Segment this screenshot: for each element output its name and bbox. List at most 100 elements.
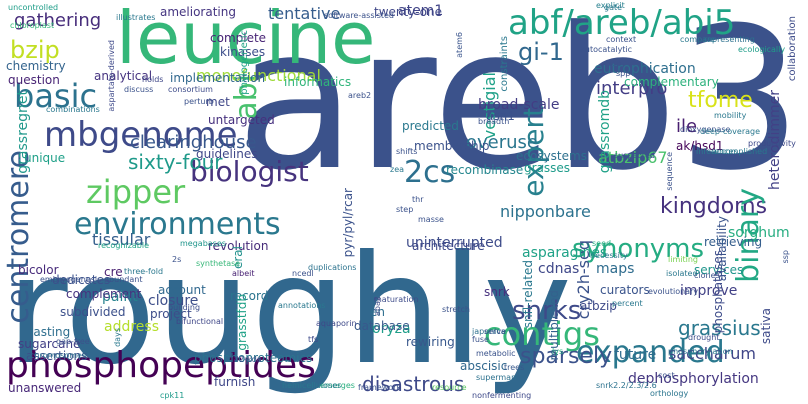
word: nipponbare bbox=[500, 202, 591, 221]
word: perturb bbox=[184, 97, 214, 106]
word: 2s bbox=[172, 255, 182, 264]
word: seed bbox=[592, 239, 612, 248]
word: cost bbox=[658, 371, 675, 380]
word: disastrous bbox=[362, 372, 465, 396]
word: saccharum bbox=[668, 344, 756, 363]
word: clearinghouse bbox=[130, 132, 257, 153]
word: uninterrupted bbox=[406, 235, 503, 251]
word: snrk2.2/2.3/2.6 bbox=[596, 381, 657, 390]
word: analytical bbox=[94, 69, 153, 83]
word: grassromdb bbox=[597, 90, 613, 174]
word: eutrophication bbox=[594, 61, 696, 77]
word: leucine bbox=[116, 0, 376, 80]
word: annotations bbox=[278, 301, 326, 310]
word: representing bbox=[704, 35, 755, 44]
word: mobility bbox=[714, 111, 747, 120]
word: ile bbox=[676, 116, 698, 137]
word: implementation bbox=[170, 71, 266, 85]
word: fuse bbox=[472, 335, 489, 344]
word: atem1 bbox=[398, 3, 444, 19]
word: chemistry bbox=[6, 59, 66, 73]
word: abf/areb/abi5 bbox=[508, 3, 736, 43]
word: pyr/pyl/rcar bbox=[341, 188, 355, 258]
word: improve bbox=[680, 283, 738, 299]
word: phosphatases bbox=[711, 250, 725, 334]
word: necessity bbox=[590, 251, 628, 260]
word: shifts bbox=[396, 147, 418, 156]
word: deep-coverage bbox=[700, 127, 761, 136]
word: japonica bbox=[472, 327, 506, 336]
word: tentative bbox=[268, 4, 341, 23]
word: uncontrolled bbox=[8, 3, 59, 12]
word: furnish bbox=[214, 375, 256, 389]
word: tfome bbox=[688, 88, 753, 113]
word: asn1 bbox=[486, 109, 515, 123]
word: gap-free bbox=[56, 337, 90, 346]
word: basic bbox=[14, 77, 98, 115]
word: asparagines bbox=[522, 245, 608, 261]
word: paint bbox=[102, 289, 138, 305]
word: sugarcane bbox=[18, 337, 81, 351]
word: kingdoms bbox=[660, 194, 768, 219]
word: bzip bbox=[10, 36, 60, 64]
word: biologist bbox=[190, 155, 309, 188]
word: membership bbox=[414, 139, 490, 153]
word: holds bbox=[142, 75, 164, 84]
word: suspected bbox=[614, 151, 655, 160]
word: emerges bbox=[320, 381, 355, 390]
word: 42-kda bbox=[234, 355, 262, 364]
word: environments bbox=[74, 207, 281, 242]
word: atbzip bbox=[580, 299, 617, 313]
word: phylogenetic bbox=[239, 30, 250, 95]
word: three-fold bbox=[124, 267, 164, 276]
word: tissular bbox=[92, 230, 151, 249]
word: snfl-related bbox=[521, 260, 535, 329]
word: megabases bbox=[180, 239, 226, 248]
word: nonfermenting bbox=[472, 391, 532, 400]
word: building bbox=[168, 303, 201, 312]
word: phosphoproteomics bbox=[194, 351, 313, 365]
word: discuss bbox=[124, 85, 154, 94]
word: step bbox=[396, 205, 414, 214]
word: percent bbox=[612, 299, 643, 308]
word: maturation bbox=[374, 295, 419, 304]
word: illustrates bbox=[116, 13, 156, 22]
word: drought bbox=[688, 333, 720, 342]
word: days bbox=[113, 328, 122, 347]
word: ncedl bbox=[292, 269, 314, 278]
word: architecture bbox=[412, 239, 485, 253]
word: snrk bbox=[484, 285, 510, 299]
word: limiting bbox=[668, 255, 698, 264]
word: twenty-one bbox=[374, 5, 442, 19]
word: future bbox=[614, 347, 657, 363]
word: synonyms bbox=[572, 234, 705, 264]
word: roughly bbox=[6, 224, 572, 398]
word: oryza bbox=[372, 321, 411, 337]
word: dedicates bbox=[52, 273, 111, 287]
word: ecologically bbox=[738, 45, 786, 54]
word: dephosphorylation bbox=[628, 371, 759, 387]
word: untargeted bbox=[208, 113, 275, 127]
word: monofunctional bbox=[196, 66, 321, 85]
word: inferences bbox=[696, 147, 738, 156]
word: resource bbox=[432, 383, 467, 392]
word: compare bbox=[680, 35, 716, 44]
word: context bbox=[606, 35, 637, 44]
word: accomplished bbox=[712, 147, 768, 156]
word: guidelines bbox=[196, 147, 258, 161]
word: grassius bbox=[678, 316, 761, 340]
word: cpk11 bbox=[160, 391, 185, 400]
word: consortium bbox=[168, 85, 213, 94]
word: thr bbox=[412, 195, 424, 204]
word: clones bbox=[694, 271, 720, 280]
word: rewiring bbox=[406, 335, 455, 349]
word: lasting bbox=[30, 325, 71, 339]
word: superman bbox=[476, 373, 517, 382]
word: chromosomes bbox=[30, 351, 87, 360]
word: complete bbox=[210, 31, 267, 45]
word: curators bbox=[600, 283, 650, 297]
word: atem6 bbox=[455, 32, 464, 58]
word: kinases bbox=[220, 45, 266, 59]
word: synthetase bbox=[196, 259, 241, 268]
word: collaboration bbox=[787, 16, 798, 82]
